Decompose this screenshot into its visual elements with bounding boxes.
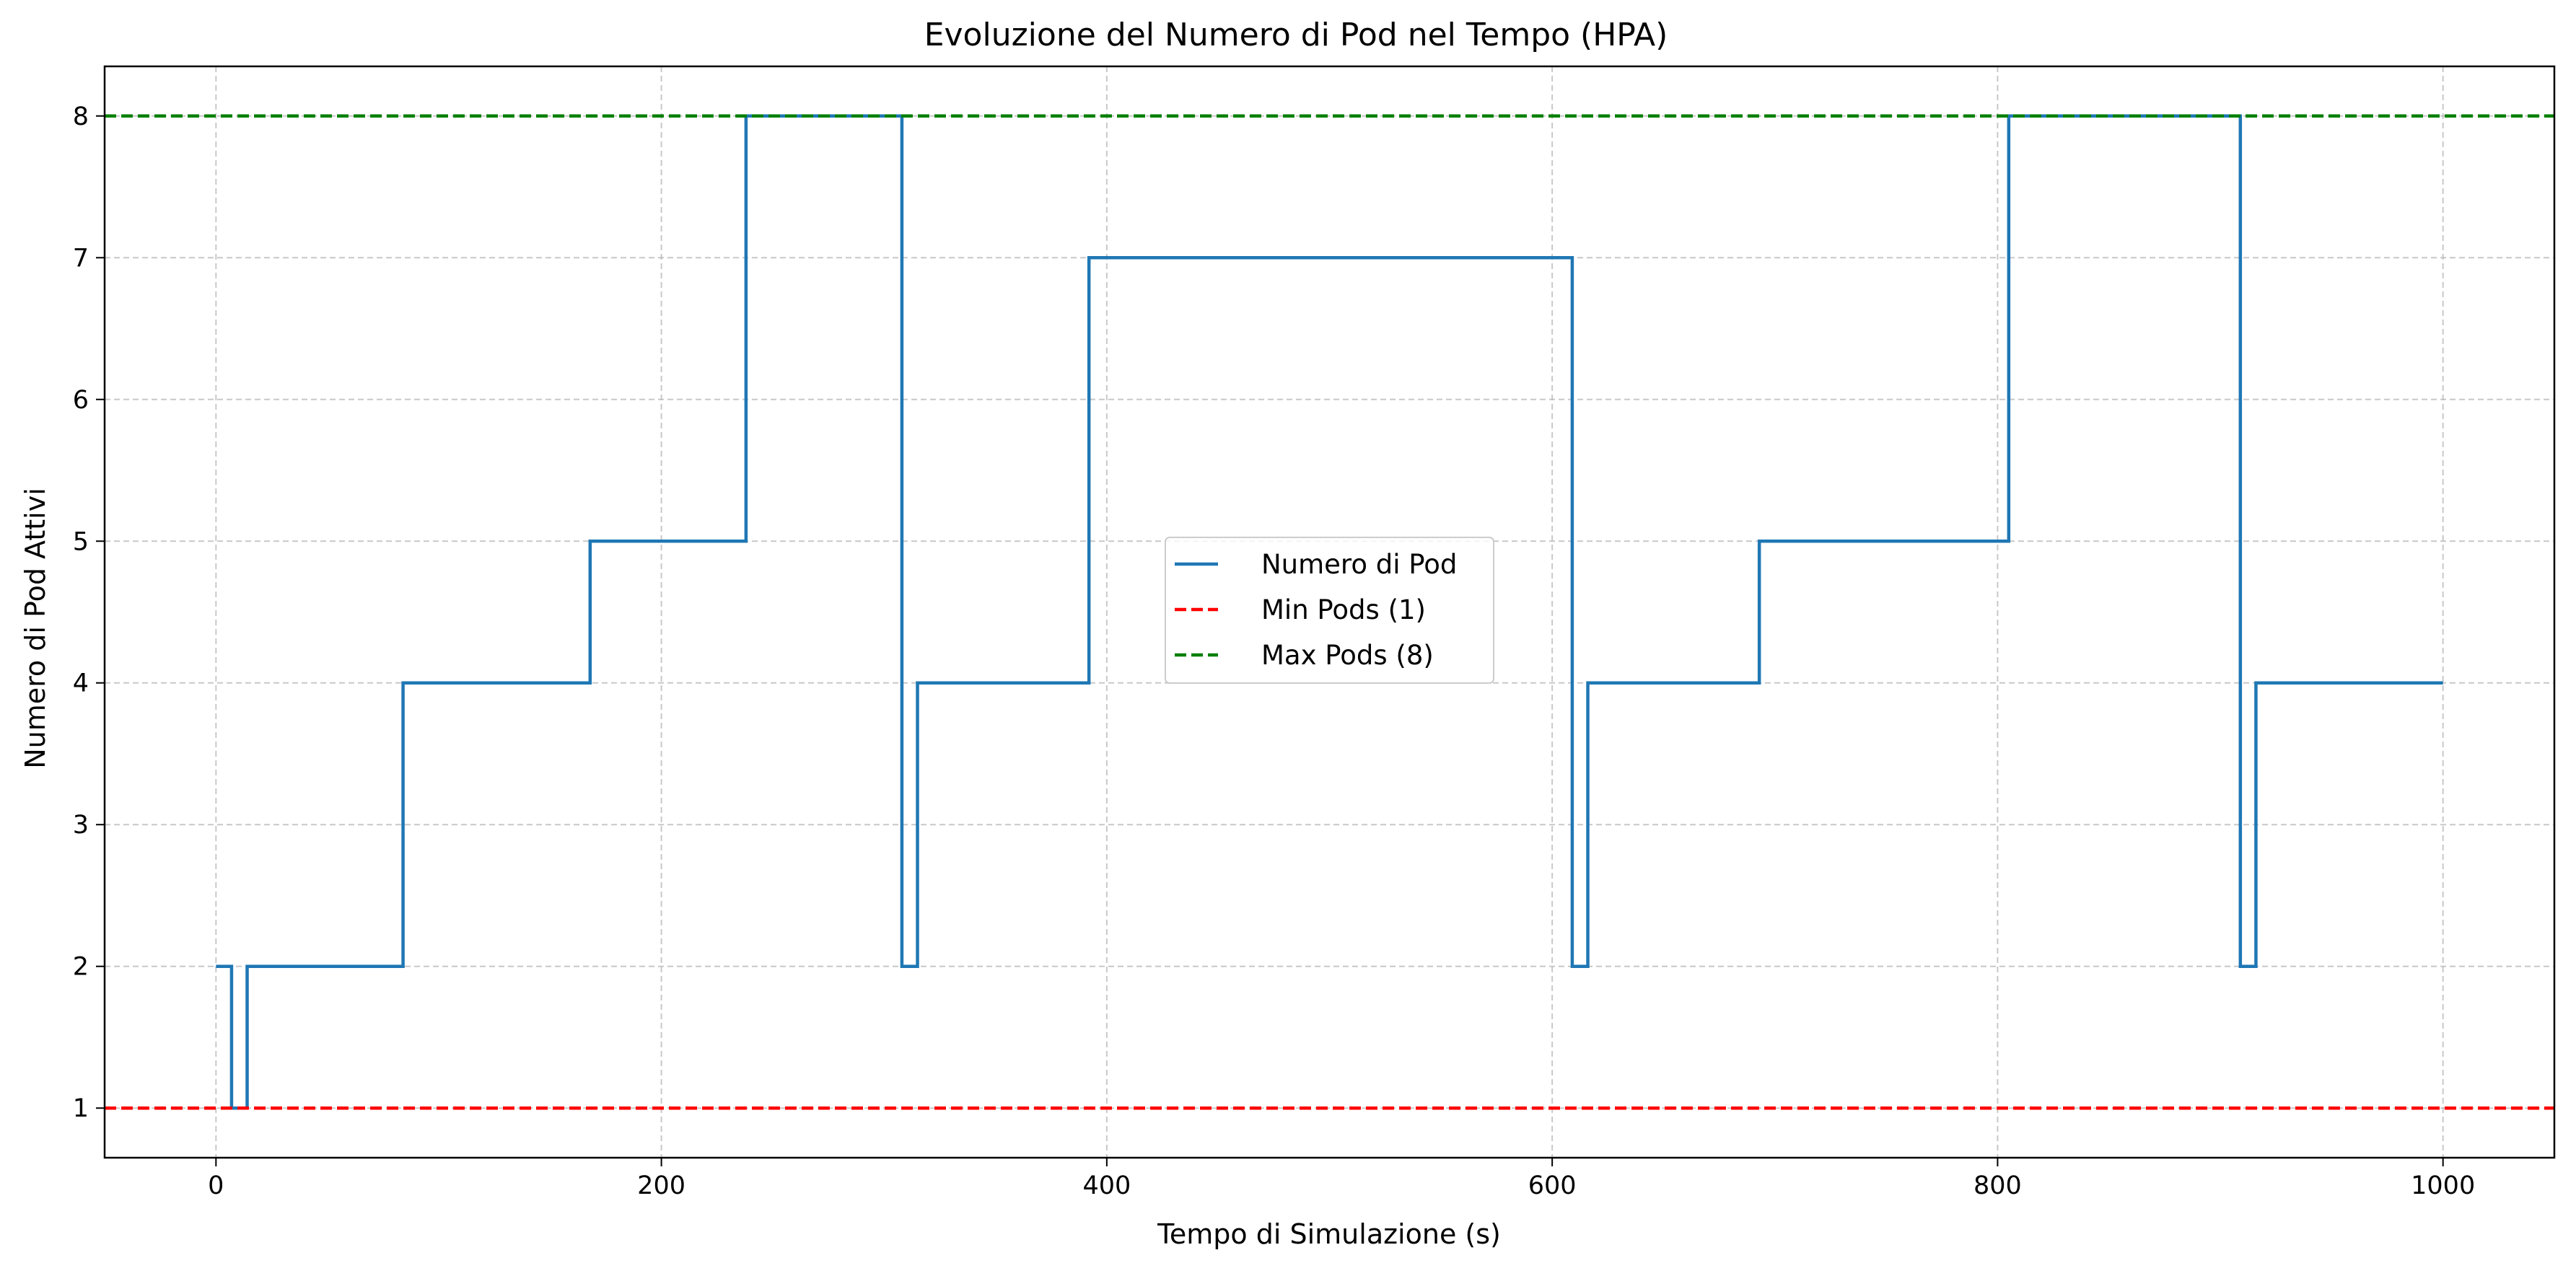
x-tick-label: 600 bbox=[1528, 1171, 1577, 1200]
y-tick-label: 8 bbox=[73, 102, 89, 131]
legend-item-min-pods: Min Pods (1) bbox=[1175, 594, 1426, 625]
y-tick-label: 4 bbox=[73, 669, 89, 698]
x-tick-label: 800 bbox=[1973, 1171, 2022, 1200]
plot-frame bbox=[103, 65, 2556, 1159]
series-layer bbox=[105, 114, 2554, 1110]
y-tick-label: 7 bbox=[73, 244, 89, 273]
legend-item-max-pods: Max Pods (8) bbox=[1175, 640, 1434, 671]
legend-label: Min Pods (1) bbox=[1261, 594, 1426, 625]
y-tick-label: 3 bbox=[73, 811, 89, 840]
legend-label: Max Pods (8) bbox=[1261, 640, 1434, 671]
legend-items: Numero di Pod Min Pods (1) Max Pods (8) bbox=[1175, 549, 1457, 671]
y-tick-label: 6 bbox=[73, 386, 89, 415]
legend-label: Numero di Pod bbox=[1261, 549, 1457, 580]
y-tick-label: 2 bbox=[73, 953, 89, 982]
x-tick-label: 400 bbox=[1082, 1171, 1131, 1200]
x-tick-label: 0 bbox=[208, 1171, 224, 1200]
y-tick-label: 1 bbox=[73, 1094, 89, 1123]
legend: Numero di Pod Min Pods (1) Max Pods (8) bbox=[1165, 537, 1494, 684]
chart-title: Evoluzione del Numero di Pod nel Tempo (… bbox=[924, 17, 1668, 53]
x-tick-label: 200 bbox=[637, 1171, 685, 1200]
legend-box bbox=[1165, 537, 1494, 684]
ticks-layer: 0 200 400 600 800 1000 1 2 3 4 5 6 7 8 bbox=[73, 102, 2476, 1200]
y-axis-label: Numero di Pod Attivi bbox=[19, 488, 51, 769]
x-axis-label: Tempo di Simulazione (s) bbox=[1157, 1218, 1501, 1250]
legend-item-numero-di-pod: Numero di Pod bbox=[1175, 549, 1457, 580]
x-tick-label: 1000 bbox=[2411, 1171, 2475, 1200]
y-tick-label: 5 bbox=[73, 527, 89, 556]
